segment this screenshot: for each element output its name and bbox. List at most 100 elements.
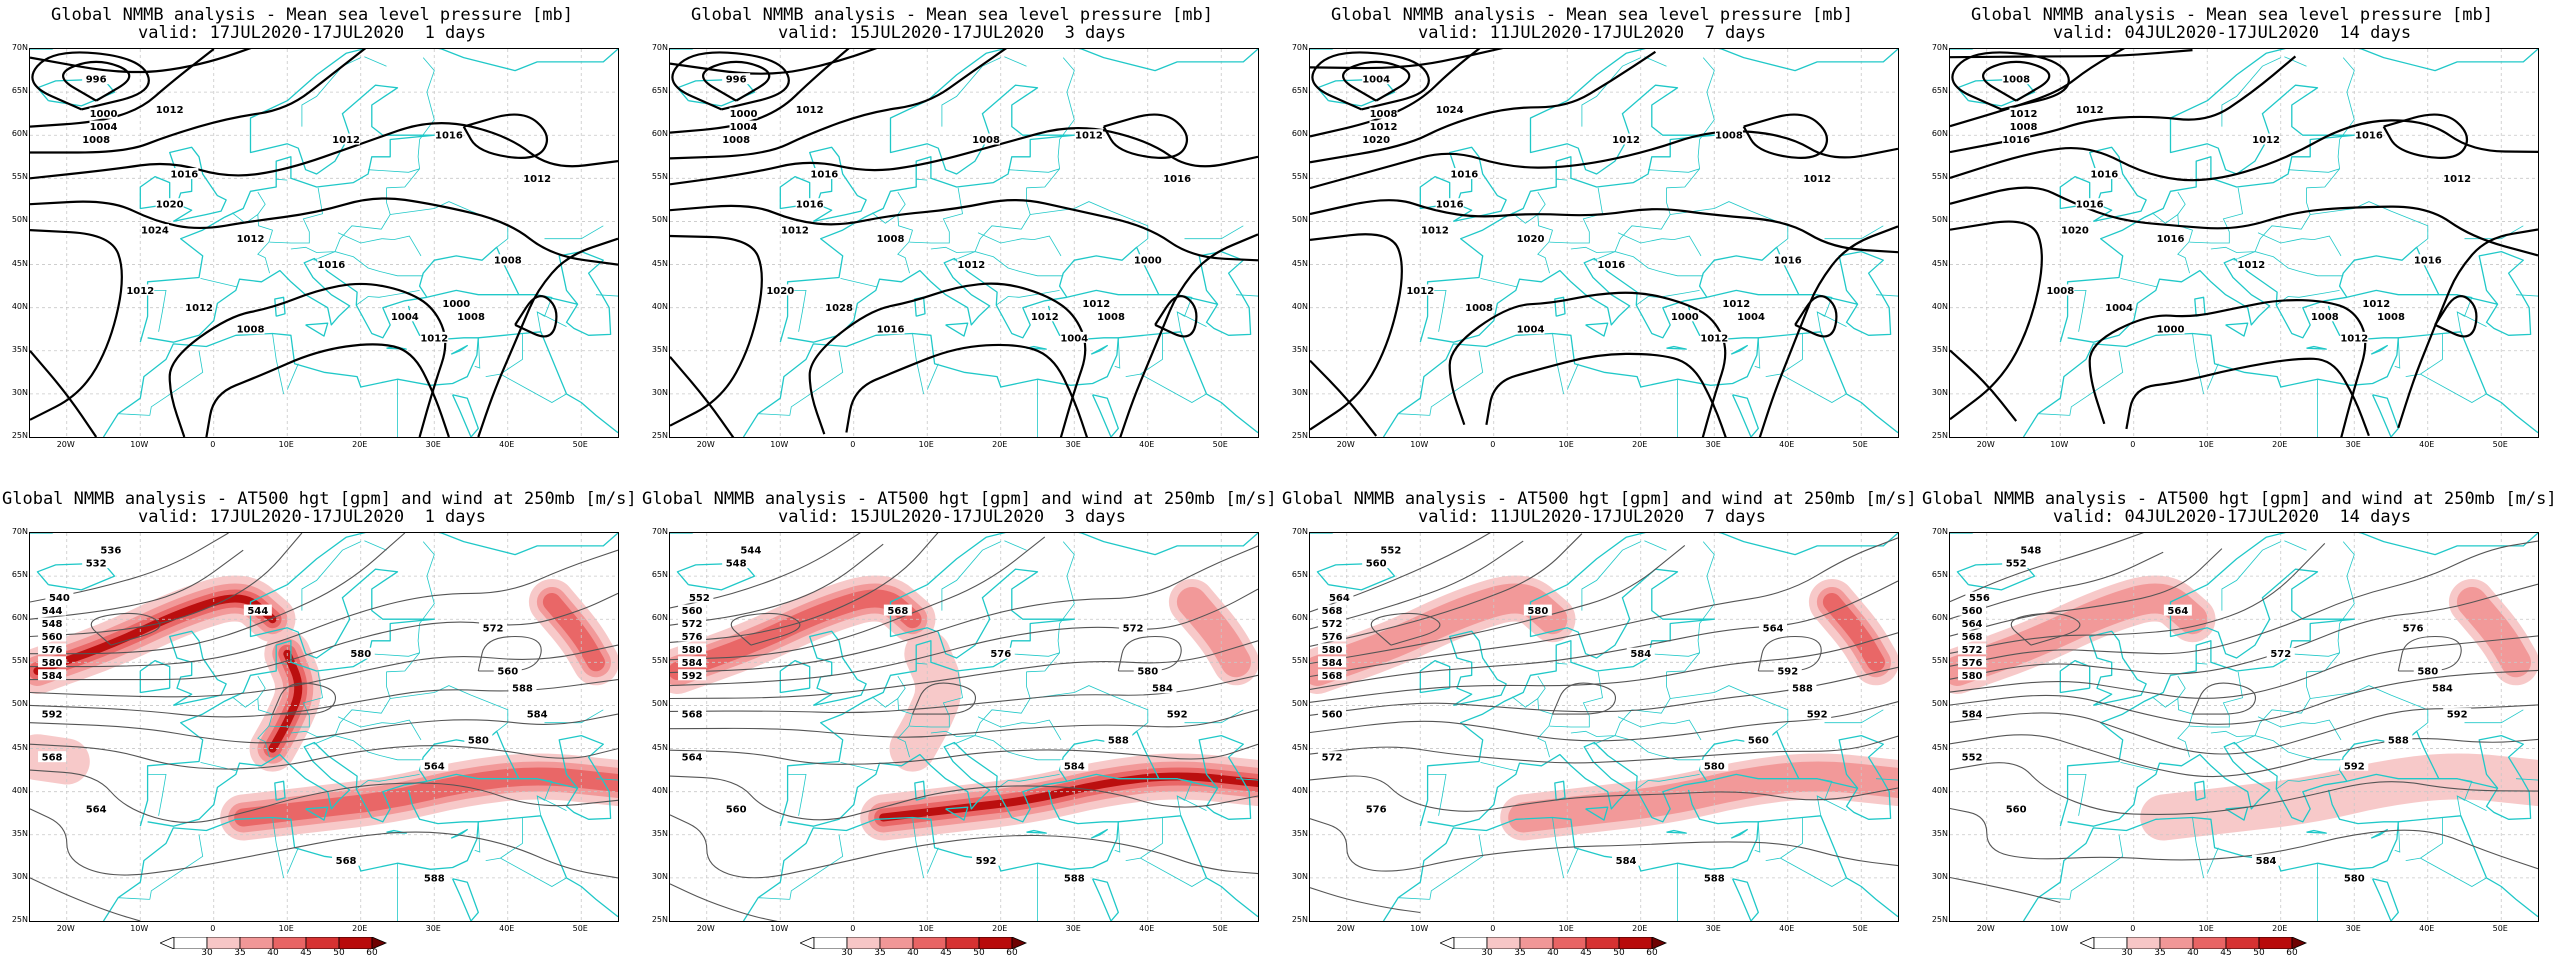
contour-label-bg bbox=[1435, 198, 1464, 210]
contour-label: 580 bbox=[1527, 606, 1548, 617]
contour-label: 1012 bbox=[332, 135, 360, 146]
lat-tick-label: 70N bbox=[1291, 43, 1308, 52]
lat-tick-label: 40N bbox=[1291, 301, 1308, 311]
contour-label-bg bbox=[2362, 297, 2391, 309]
country-border bbox=[758, 897, 790, 900]
isobar-line bbox=[2382, 113, 2469, 159]
country-border bbox=[147, 774, 167, 816]
height-contour bbox=[30, 877, 141, 921]
country-border bbox=[1666, 652, 1700, 673]
contour-label-bg bbox=[2060, 224, 2089, 236]
colorbar-tick-label: 45 bbox=[2220, 948, 2232, 958]
contour-label: 1020 bbox=[1362, 135, 1390, 146]
country-border bbox=[2210, 671, 2311, 737]
country-border bbox=[337, 232, 383, 244]
coastline bbox=[1554, 296, 1566, 317]
lat-tick-label: 45N bbox=[1931, 258, 1948, 268]
forecast-panel: Global NMMB analysis - Mean sea level pr… bbox=[2, 0, 622, 460]
wind-colorbar: 30 35 40 45 50 60 bbox=[2080, 937, 2400, 958]
lat-tick-label: 50N bbox=[11, 699, 28, 709]
contour-label: 1004 bbox=[391, 312, 419, 323]
contour-label: 1008 bbox=[82, 135, 110, 146]
height-contour bbox=[1950, 533, 2144, 603]
country-border bbox=[897, 191, 906, 215]
country-border bbox=[1644, 56, 1667, 67]
lon-tick-label: 10E bbox=[918, 924, 934, 933]
country-border bbox=[231, 212, 273, 274]
country-border bbox=[149, 350, 204, 416]
contour-label: 1008 bbox=[237, 325, 265, 336]
coastline bbox=[2361, 533, 2538, 556]
country-border bbox=[1875, 778, 1898, 781]
country-border bbox=[1817, 311, 1847, 327]
height-contour bbox=[1950, 543, 2326, 654]
lon-tick-label: 50E bbox=[1212, 924, 1228, 933]
coastline bbox=[945, 806, 969, 821]
lat-tick-label: 65N bbox=[11, 86, 28, 96]
coastline bbox=[139, 533, 442, 827]
country-border bbox=[313, 251, 424, 277]
coastline bbox=[1090, 344, 1108, 355]
coastline bbox=[1732, 878, 1759, 921]
country-border bbox=[1429, 350, 1484, 416]
height-contour bbox=[30, 592, 618, 681]
contour-label: 532 bbox=[86, 559, 107, 570]
coastline bbox=[452, 878, 479, 921]
isobar-line bbox=[1742, 113, 1829, 159]
contour-label: 548 bbox=[42, 619, 63, 630]
lon-tick-label: 30E bbox=[425, 440, 441, 449]
country-border bbox=[382, 719, 422, 741]
contour-label-bg bbox=[155, 198, 184, 210]
lat-tick-label: 45N bbox=[11, 742, 28, 752]
contour-label: 1008 bbox=[457, 312, 485, 323]
coastline bbox=[779, 533, 1082, 827]
lon-tick-label: 40E bbox=[499, 924, 515, 933]
contour-label: 580 bbox=[350, 649, 371, 660]
lon-tick-label: 50E bbox=[1852, 924, 1868, 933]
contour-label: 580 bbox=[468, 735, 489, 746]
contour-label: 1012 bbox=[1082, 299, 1110, 310]
contour-label: 1016 bbox=[2090, 170, 2118, 181]
contour-label: 588 bbox=[424, 873, 445, 884]
country-border bbox=[789, 834, 844, 900]
country-border bbox=[1511, 696, 1553, 758]
coastline bbox=[2022, 305, 2399, 437]
contour-label: 1012 bbox=[2252, 135, 2280, 146]
contour-label: 1012 bbox=[420, 333, 448, 344]
colorbar-segment bbox=[1440, 937, 1455, 949]
forecast-panel: Global NMMB analysis - AT500 hgt [gpm] a… bbox=[642, 484, 1277, 944]
contour-label-bg bbox=[780, 224, 809, 236]
height-contour bbox=[670, 536, 1046, 661]
panel-valid-period: valid: 11JUL2020-17JUL2020 7 days bbox=[1418, 507, 1766, 527]
contour-label: 560 bbox=[1748, 735, 1769, 746]
height-contour bbox=[1950, 669, 2538, 725]
country-border bbox=[356, 774, 420, 790]
contour-label-bg bbox=[38, 643, 67, 655]
country-border bbox=[2394, 821, 2401, 853]
country-border bbox=[419, 57, 435, 140]
country-border bbox=[840, 278, 878, 288]
contour-label-bg bbox=[2252, 133, 2281, 145]
lon-tick-label: 30E bbox=[1065, 440, 1081, 449]
coastline bbox=[1090, 828, 1108, 839]
contour-label: 1004 bbox=[90, 122, 118, 133]
coastline bbox=[2089, 630, 2147, 707]
contour-label-bg bbox=[2340, 759, 2369, 771]
isobar-line bbox=[1310, 199, 1898, 254]
contour-label-bg bbox=[1420, 224, 1449, 236]
country-border bbox=[1754, 821, 1761, 853]
country-border bbox=[390, 685, 509, 732]
contour-label-bg bbox=[2237, 258, 2266, 270]
country-border bbox=[2038, 413, 2070, 416]
lat-tick-label: 55N bbox=[1291, 172, 1308, 182]
contour-label-bg bbox=[2428, 682, 2457, 694]
country-border bbox=[926, 363, 939, 390]
contour-label-bg bbox=[1958, 604, 1987, 616]
panel-valid-period: valid: 15JUL2020-17JUL2020 3 days bbox=[778, 23, 1126, 43]
colorbar-tick-label: 50 bbox=[333, 948, 345, 958]
height-contour bbox=[670, 814, 1258, 879]
contour-label: 1000 bbox=[442, 299, 470, 310]
coastline bbox=[1081, 533, 1258, 556]
contour-label-bg bbox=[155, 103, 184, 115]
contour-label: 584 bbox=[1322, 658, 1343, 669]
